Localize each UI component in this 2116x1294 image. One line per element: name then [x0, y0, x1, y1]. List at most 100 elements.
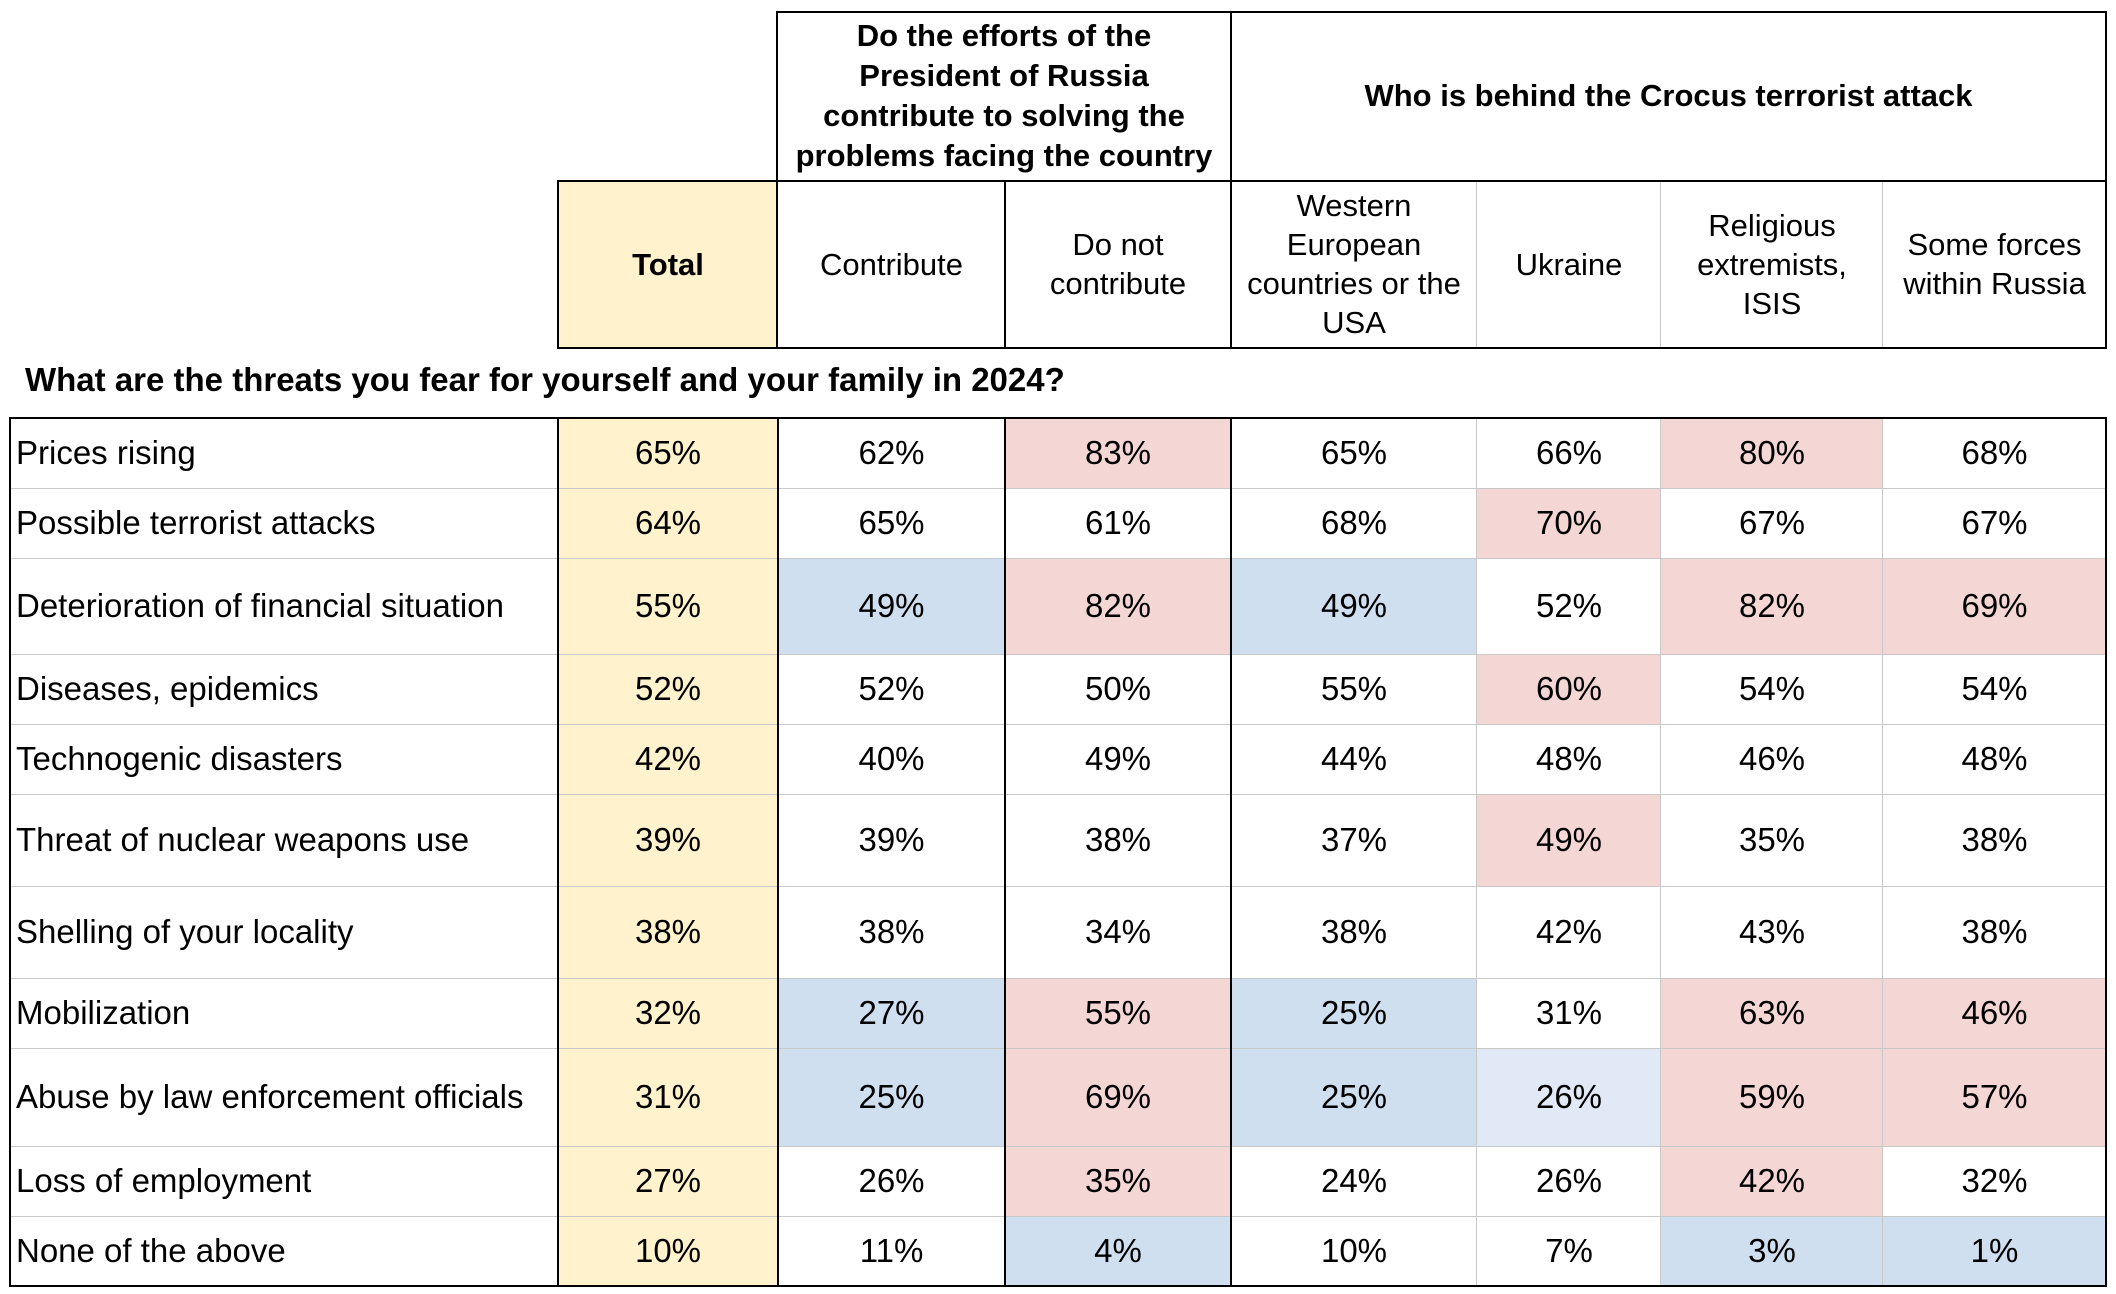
table-cell: 82%	[1005, 558, 1231, 654]
header-border	[776, 11, 778, 349]
table-cell: 3%	[1661, 1216, 1883, 1286]
table-cell: 26%	[1477, 1048, 1661, 1146]
table-cell: 38%	[1320, 913, 1388, 950]
table-cell: 67%	[1738, 504, 1806, 541]
table-cell: 48%	[1961, 740, 2028, 777]
table-cell: 4%	[1005, 1216, 1231, 1286]
header-border	[557, 180, 559, 349]
table-cell: 68%	[1961, 434, 2028, 471]
table-cell: 64%	[558, 488, 778, 558]
row-gridline	[10, 1216, 2106, 1217]
question-title: What are the threats you fear for yourse…	[25, 361, 1065, 398]
column-border	[777, 418, 779, 1287]
group-header-crocus: Who is behind the Crocus terrorist attac…	[1364, 78, 1973, 113]
table-border	[9, 417, 2107, 419]
table-cell: 38%	[1084, 821, 1152, 858]
table-cell: 59%	[1661, 1048, 1883, 1146]
row-label: Shelling of your locality	[16, 913, 354, 950]
table-cell: 1%	[1883, 1216, 2106, 1286]
table-cell: 25%	[1231, 1048, 1477, 1146]
table-cell: 54%	[1738, 670, 1806, 707]
header-gridline	[1660, 182, 1661, 347]
table-cell: 27%	[778, 978, 1005, 1048]
table-cell: 31%	[558, 1048, 778, 1146]
table-cell: 35%	[1738, 821, 1806, 858]
table-cell: 10%	[1320, 1232, 1388, 1269]
table-cell: 60%	[1477, 654, 1661, 724]
table-cell: 57%	[1883, 1048, 2106, 1146]
table-cell: 44%	[1320, 740, 1388, 777]
table-cell: 40%	[858, 740, 925, 777]
column-gridline	[1660, 418, 1661, 1286]
column-border	[2105, 418, 2107, 1287]
table-cell: 55%	[558, 558, 778, 654]
table-cell: 70%	[1477, 488, 1661, 558]
table-cell: 67%	[1961, 504, 2028, 541]
header-gridline	[1004, 182, 1006, 347]
row-gridline	[10, 794, 2106, 795]
table-cell: 68%	[1320, 504, 1388, 541]
table-cell: 32%	[558, 978, 778, 1048]
table-cell: 32%	[1961, 1162, 2028, 1199]
row-label: Threat of nuclear weapons use	[16, 821, 470, 858]
table-cell: 52%	[858, 670, 925, 707]
header-border	[557, 347, 2107, 349]
table-cell: 39%	[558, 794, 778, 886]
table-cell: 43%	[1738, 913, 1806, 950]
header-border	[2105, 11, 2107, 349]
table-cell: 49%	[778, 558, 1005, 654]
row-gridline	[10, 978, 2106, 979]
table-cell: 50%	[1084, 670, 1152, 707]
column-header-do-not-contribute: Do not contribute	[1049, 227, 1187, 301]
table-cell: 39%	[858, 821, 925, 858]
column-header-ukraine: Ukraine	[1515, 246, 1623, 282]
column-border	[1230, 418, 1232, 1287]
table-cell: 83%	[1005, 418, 1231, 488]
header-gridline	[1882, 182, 1883, 347]
row-label: Deterioration of financial situation	[16, 587, 504, 624]
table-cell: 42%	[558, 724, 778, 794]
table-cell: 25%	[778, 1048, 1005, 1146]
table-cell: 52%	[558, 654, 778, 724]
column-header-contribute: Contribute	[819, 246, 964, 282]
table-cell: 27%	[558, 1146, 778, 1216]
row-gridline	[10, 558, 2106, 559]
table-cell: 62%	[858, 434, 925, 471]
row-label: Diseases, epidemics	[16, 670, 319, 707]
header-border	[557, 180, 2107, 182]
table-cell: 52%	[1535, 587, 1603, 624]
table-cell: 48%	[1535, 740, 1603, 777]
table-cell: 38%	[858, 913, 925, 950]
row-label: Prices rising	[16, 434, 196, 471]
table-cell: 7%	[1545, 1232, 1593, 1269]
row-gridline	[10, 488, 2106, 489]
row-gridline	[10, 886, 2106, 887]
table-cell: 63%	[1661, 978, 1883, 1048]
column-border	[9, 418, 11, 1287]
table-cell: 55%	[1320, 670, 1388, 707]
table-cell: 80%	[1661, 418, 1883, 488]
column-header-religious: Religious extremists, ISIS	[1697, 207, 1847, 321]
column-border	[557, 418, 559, 1287]
row-label: Technogenic disasters	[16, 740, 343, 777]
header-border	[777, 11, 2107, 13]
table-cell: 35%	[1005, 1146, 1231, 1216]
row-gridline	[10, 1146, 2106, 1147]
table-cell: 46%	[1738, 740, 1806, 777]
column-header-total: Total	[558, 180, 778, 348]
table-cell: 31%	[1535, 994, 1603, 1031]
row-label: Loss of employment	[16, 1162, 312, 1199]
table-cell: 37%	[1320, 821, 1388, 858]
header-border	[1230, 11, 1232, 349]
row-label: None of the above	[16, 1232, 286, 1269]
table-cell: 61%	[1084, 504, 1152, 541]
row-label: Mobilization	[16, 994, 191, 1031]
table-cell: 49%	[1477, 794, 1661, 886]
table-cell: 25%	[1231, 978, 1477, 1048]
table-cell: 38%	[1961, 821, 2028, 858]
row-label: Possible terrorist attacks	[16, 504, 376, 541]
table-cell: 24%	[1320, 1162, 1388, 1199]
column-header-internal-forces: Some forces within Russia	[1903, 227, 2086, 301]
table-cell: 69%	[1883, 558, 2106, 654]
row-gridline	[10, 654, 2106, 655]
